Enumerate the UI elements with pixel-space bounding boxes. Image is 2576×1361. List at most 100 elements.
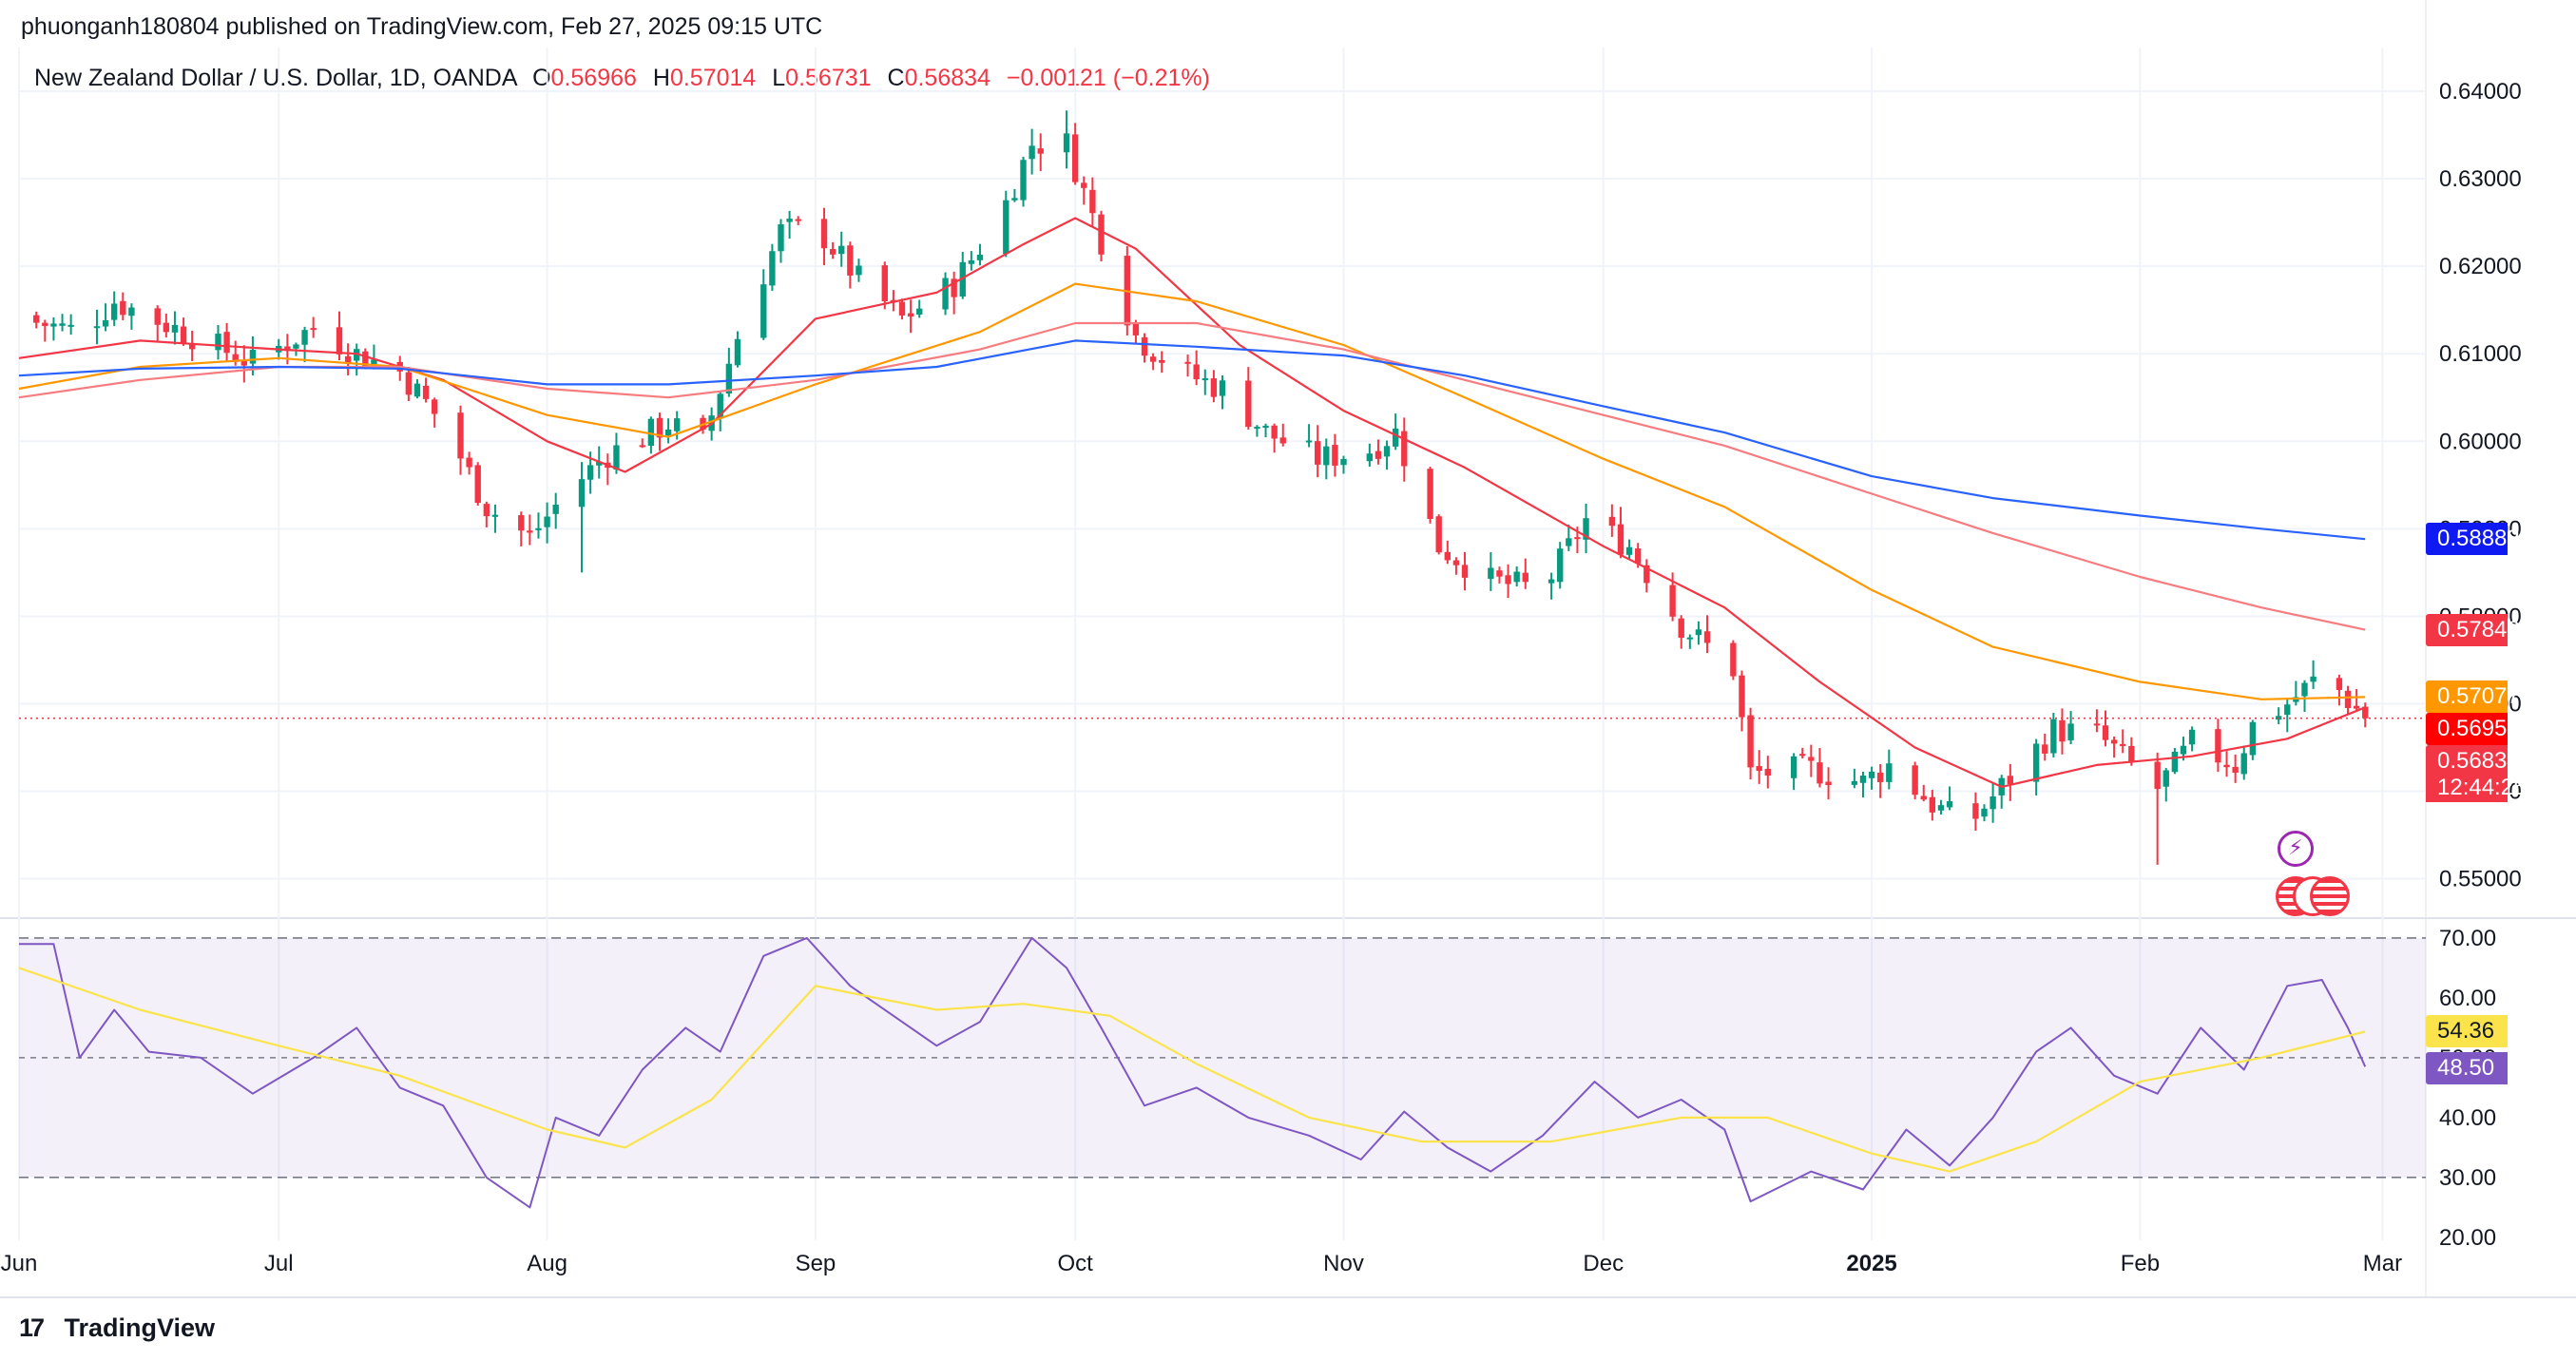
candle-body <box>1271 425 1278 439</box>
candle-body <box>2344 690 2352 709</box>
candle-body <box>1625 546 1633 555</box>
candle-body <box>1452 560 1460 565</box>
candle-body <box>1332 445 1338 466</box>
candle-body <box>1323 446 1330 466</box>
tradingview-mark-icon: 17 <box>19 1313 45 1342</box>
candle-up <box>1323 438 1330 480</box>
low-label: L <box>772 65 786 91</box>
candle-body <box>1764 769 1771 776</box>
candle-up <box>1851 768 1858 789</box>
candle-up <box>578 462 586 573</box>
candle-body <box>1686 637 1694 640</box>
candle-down <box>2223 751 2230 777</box>
candle-down <box>656 412 663 451</box>
candle-body <box>2128 745 2135 762</box>
candle-body <box>413 383 421 397</box>
candle-up <box>1686 634 1694 649</box>
candle-body <box>1886 763 1893 782</box>
candle-down <box>1427 467 1433 524</box>
candle-body <box>1262 426 1269 429</box>
candle-down <box>1184 355 1191 377</box>
candle-body <box>50 323 57 327</box>
candle-body <box>457 412 464 459</box>
candle-body <box>1859 776 1867 783</box>
candle-up <box>110 291 118 327</box>
candle-body <box>1219 380 1226 396</box>
symbol-name[interactable]: New Zealand Dollar / U.S. Dollar, 1D, OA… <box>34 65 517 91</box>
candle-down <box>2110 736 2118 758</box>
date-tick-label: Mar <box>2363 1251 2402 1276</box>
bar-countdown-tag: 12:44:25 <box>2426 774 2526 803</box>
candle-body <box>1210 378 1218 397</box>
candle-down <box>2120 729 2126 754</box>
candle-body <box>336 327 343 355</box>
candle-body <box>942 278 949 310</box>
candle-body <box>2249 721 2257 756</box>
candle-down <box>1071 123 1079 185</box>
candle-body <box>171 324 179 333</box>
lightning-icon[interactable]: ⚡ <box>2278 831 2314 867</box>
candle-body <box>1868 771 1875 778</box>
candle-down <box>1149 353 1157 371</box>
candle-down <box>2215 719 2221 773</box>
candle-body <box>483 504 490 517</box>
candle-body <box>422 385 430 399</box>
candle-body <box>1566 538 1572 546</box>
candle-up <box>2284 698 2291 733</box>
change-value: −0.00121 (−0.21%) <box>1006 65 1210 91</box>
candle-up <box>613 432 620 474</box>
candle-body <box>552 504 559 514</box>
tradingview-logo[interactable]: 17 TradingView <box>19 1313 215 1343</box>
candle-down <box>2042 733 2048 761</box>
low-value: 0.56731 <box>785 65 872 91</box>
candle-body <box>976 254 984 260</box>
candle-up <box>1583 503 1589 554</box>
candle-body <box>1444 551 1451 561</box>
candle-body <box>102 319 109 327</box>
candle-down <box>829 241 836 259</box>
candle-up <box>2240 745 2247 780</box>
date-tick-label: Feb <box>2121 1251 2160 1276</box>
candle-down <box>1972 792 1979 831</box>
candle-up <box>2188 726 2196 752</box>
candle-body <box>1608 516 1616 527</box>
candle-down <box>405 366 413 402</box>
candle-up <box>1937 799 1945 815</box>
candle-down <box>1401 417 1408 482</box>
rsi-tick-label: 60.00 <box>2439 986 2496 1011</box>
candle-body <box>354 349 360 361</box>
candle-body <box>1678 618 1684 639</box>
candle-up <box>413 379 421 399</box>
candle-body <box>33 315 40 323</box>
us-flag-icon-3[interactable] <box>2310 876 2350 916</box>
candle-down <box>2102 710 2109 747</box>
rsi-line <box>19 936 2367 1209</box>
date-tick-label: Nov <box>1323 1251 1364 1276</box>
candle-body <box>596 462 603 466</box>
candle-down <box>2362 702 2369 728</box>
candle-body <box>535 527 542 530</box>
candle-down <box>2336 674 2343 706</box>
candle-down <box>1703 615 1711 654</box>
candle-up <box>2310 660 2316 689</box>
date-tick-label: Aug <box>527 1251 567 1276</box>
candle-body <box>1790 756 1797 778</box>
candle-down <box>1332 433 1338 477</box>
candle-body <box>2284 704 2291 716</box>
candle-up <box>301 326 308 362</box>
candle-up <box>1392 413 1399 450</box>
candle-body <box>1427 469 1433 519</box>
candle-body <box>1912 765 1918 796</box>
candle-up <box>1868 766 1875 790</box>
candle-body <box>344 355 352 363</box>
candle-body <box>163 322 170 333</box>
candle-body <box>491 514 499 517</box>
candle-down <box>1452 557 1460 575</box>
candle-body <box>2215 729 2221 763</box>
candle-body <box>1669 585 1676 617</box>
high-value: 0.57014 <box>669 65 757 91</box>
candle-body <box>760 284 767 338</box>
candle-body <box>898 301 906 316</box>
candle-down <box>422 377 430 403</box>
